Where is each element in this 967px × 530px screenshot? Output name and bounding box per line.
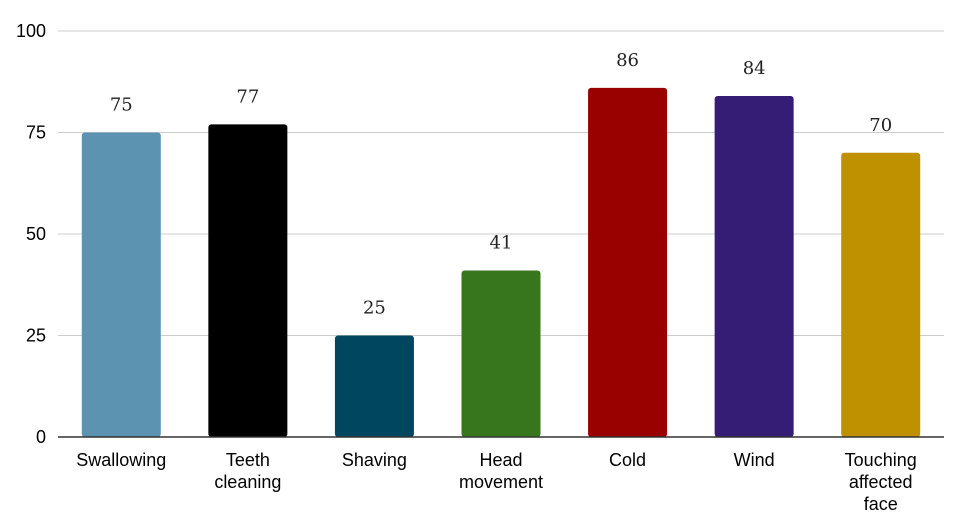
x-tick-label: Cold	[609, 450, 646, 470]
y-tick-label: 50	[26, 224, 46, 244]
bar	[81, 132, 161, 437]
x-tick-label: Shaving	[342, 450, 407, 470]
axes: 0 25 50 75 100 Swallowing Teeth cleaning Shaving…	[16, 21, 944, 514]
y-tick-label: 100	[16, 21, 46, 41]
bar	[334, 335, 414, 437]
bars	[81, 87, 921, 438]
bar	[208, 124, 288, 437]
data-label: 86	[616, 50, 639, 71]
x-tick-label: Touching affected face	[845, 450, 917, 514]
data-label: 41	[490, 233, 513, 254]
x-tick-label: Swallowing	[76, 450, 166, 470]
bar	[461, 270, 541, 437]
x-tick-label: Head movement	[459, 450, 543, 492]
data-label: 84	[743, 58, 766, 79]
data-labels: 75 77 25 41 86 84 70	[110, 50, 892, 319]
data-label: 75	[110, 95, 133, 116]
y-tick-label: 0	[36, 427, 46, 447]
y-tick-label: 25	[26, 326, 46, 346]
bar	[841, 152, 921, 438]
x-tick-label: Teeth cleaning	[214, 450, 281, 492]
data-label: 25	[363, 298, 386, 319]
data-label: 70	[869, 115, 892, 136]
data-label: 77	[236, 86, 259, 107]
bar	[714, 95, 794, 438]
y-tick-label: 75	[26, 123, 46, 143]
x-tick-label: Wind	[734, 450, 775, 470]
bar	[588, 87, 668, 437]
